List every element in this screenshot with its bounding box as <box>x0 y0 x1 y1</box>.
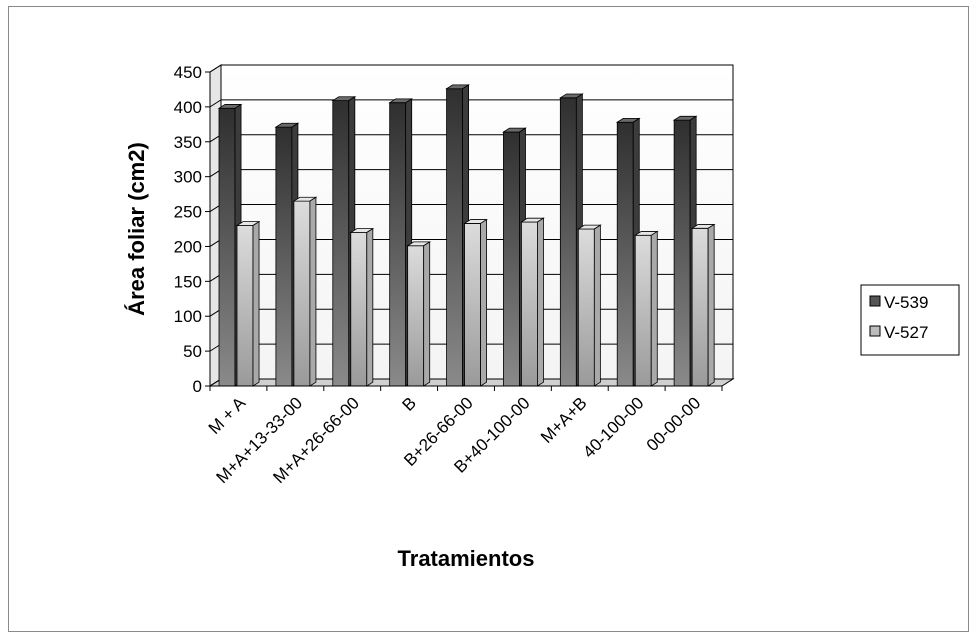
bar-v-527-7 <box>576 224 602 387</box>
bar-side <box>593 224 601 387</box>
bar-front <box>293 200 311 387</box>
legend-box <box>860 284 960 356</box>
bar-front <box>691 227 709 387</box>
bar-front <box>464 223 481 387</box>
bar-v-527-1 <box>235 220 261 387</box>
y-tick-label: 200 <box>174 237 202 256</box>
y-tick-label: 50 <box>183 342 202 361</box>
gridline-diag <box>209 99 222 108</box>
bar-side <box>537 217 544 387</box>
bar-side <box>366 227 374 387</box>
x-tick-label: B <box>398 393 419 414</box>
bar-front <box>559 97 577 387</box>
bar-side <box>650 230 658 387</box>
x-tick-label: M + A <box>205 393 250 438</box>
axes <box>205 71 723 391</box>
y-tick-label: 150 <box>174 272 202 291</box>
y-tick-label: 250 <box>174 203 202 222</box>
bar-front <box>634 234 652 387</box>
bar-front <box>503 131 520 387</box>
x-tick-label: 00-00-00 <box>643 393 705 455</box>
bar-front <box>236 225 254 387</box>
y-axis-title: Área foliar (cm2) <box>124 142 149 316</box>
bar-v-527-8 <box>633 230 659 387</box>
bar-front <box>616 121 634 387</box>
y-tick-label: 400 <box>174 98 202 117</box>
bar-front <box>577 228 595 387</box>
bar-v-527-5 <box>463 218 488 387</box>
bar-front <box>275 126 293 387</box>
y-tick-label: 300 <box>174 168 202 187</box>
bar-front <box>389 102 407 387</box>
gridline-diag <box>209 64 222 73</box>
y-tick-label: 450 <box>174 63 202 82</box>
legend: V-539 V-527 <box>860 284 960 356</box>
x-axis-title: Tratamientos <box>398 546 535 571</box>
y-tick-label: 350 <box>174 133 202 152</box>
bar-v-527-2 <box>292 196 318 387</box>
legend-swatch-v539 <box>869 295 881 307</box>
legend-label-v539: V-539 <box>884 293 928 312</box>
bar-side <box>252 220 260 387</box>
bar-side <box>309 196 317 387</box>
legend-label-v527: V-527 <box>884 323 928 342</box>
bar-front <box>521 221 538 387</box>
bars <box>217 84 716 387</box>
bar-front <box>218 107 236 387</box>
bar-v-527-6 <box>520 217 545 387</box>
y-tick-label: 0 <box>193 377 202 396</box>
x-tick-labels: M + AM+A+13-33-00M+A+26-66-00 BB+26-66-00… <box>205 393 705 487</box>
y-tick-label: 100 <box>174 307 202 326</box>
bar-v-527-9 <box>690 223 716 387</box>
legend-swatch-v527 <box>869 325 881 337</box>
bar-v-527-4 <box>406 241 432 387</box>
bar-front <box>673 119 691 387</box>
bar-v-527-3 <box>349 227 375 387</box>
bar-side <box>423 241 431 387</box>
bar-v-539-7 <box>558 93 584 387</box>
bar-front <box>350 232 368 387</box>
bar-side <box>707 223 715 387</box>
bar-front <box>332 100 350 387</box>
x-tick-label: M+A+B <box>537 393 591 447</box>
bar-front <box>407 245 425 387</box>
bar-front <box>446 88 463 387</box>
bar-v-539-4 <box>388 98 414 387</box>
bar-side <box>480 218 488 387</box>
y-tick-labels: 0 50 100 150 200 250 300 350 400 450 <box>174 63 202 396</box>
x-tick-label: 40-100-00 <box>579 393 647 461</box>
